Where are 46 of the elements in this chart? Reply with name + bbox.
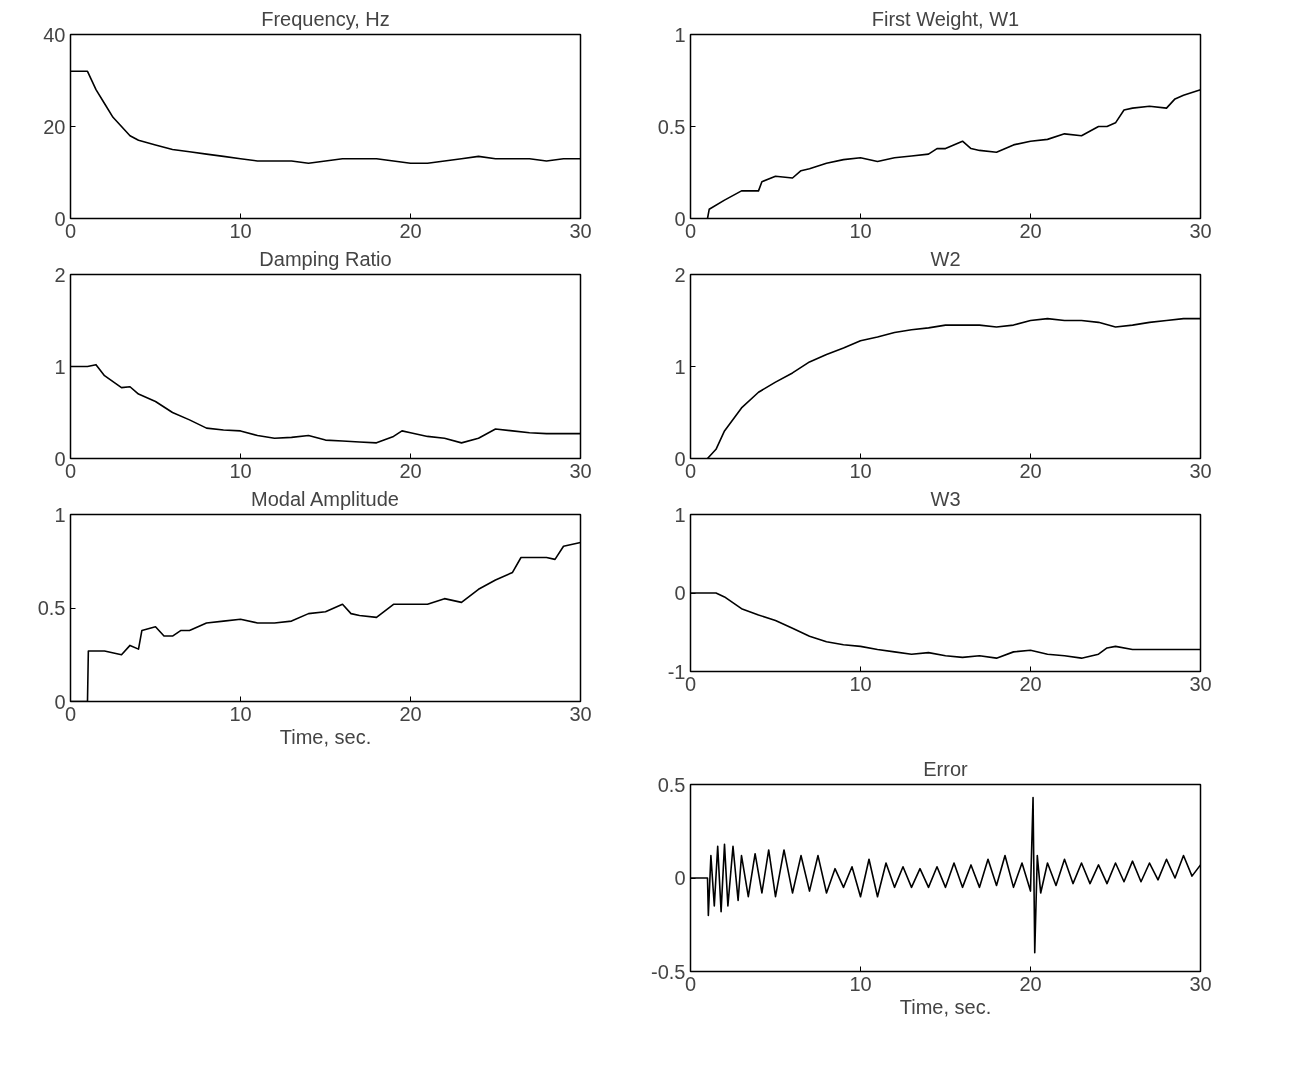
y-tick-label: 40 [43,23,66,46]
x-tick-label: 20 [1019,459,1042,482]
x-tick-label: 30 [1189,672,1212,695]
x-tick-label: 10 [229,702,252,725]
x-tick-label: 20 [1019,672,1042,695]
y-tick-label: -0.5 [651,960,686,983]
y-tick-label: 0.5 [657,773,686,796]
x-tick-label: 10 [849,972,872,995]
x-tick-label: 30 [569,702,592,725]
y-tick-label: 20 [43,115,66,138]
x-tick-label: 20 [1019,219,1042,242]
x-tick-label: 20 [399,459,422,482]
x-axis-title: Time, sec. [279,725,372,748]
chart-title: W2 [930,247,961,270]
y-tick-label: -1 [667,660,686,683]
x-tick-label: 20 [399,702,422,725]
y-tick-label: 2 [674,263,686,286]
x-tick-label: 30 [1189,972,1212,995]
y-tick-label: 0.5 [657,115,686,138]
x-tick-label: 20 [399,219,422,242]
y-tick-label: 1 [54,355,66,378]
x-tick-label: 30 [1189,459,1212,482]
y-tick-label: 2 [54,263,66,286]
x-tick-label: 10 [229,459,252,482]
x-tick-label: 30 [1189,219,1212,242]
x-tick-label: 10 [229,219,252,242]
x-tick-label: 10 [849,219,872,242]
x-tick-label: 30 [569,219,592,242]
y-tick-label: 0 [674,582,686,604]
x-tick-label: 10 [849,459,872,482]
y-tick-label: 0.5 [37,597,66,619]
y-tick-label: 1 [674,23,686,46]
chart-title: Error [923,757,969,780]
chart-title: W3 [930,487,961,510]
y-tick-label: 1 [674,503,686,526]
y-tick-label: 0 [674,867,686,889]
x-tick-label: 30 [569,459,592,482]
y-tick-label: 1 [54,503,66,526]
chart-title: Frequency, Hz [261,7,390,30]
x-tick-label: 20 [1019,972,1042,995]
x-axis-title: Time, sec. [899,995,992,1018]
chart-title: Damping Ratio [259,247,392,270]
x-tick-label: 10 [849,672,872,695]
chart-title: Modal Amplitude [251,487,399,510]
chart-title: First Weight, W1 [871,7,1020,30]
y-tick-label: 1 [674,355,686,378]
